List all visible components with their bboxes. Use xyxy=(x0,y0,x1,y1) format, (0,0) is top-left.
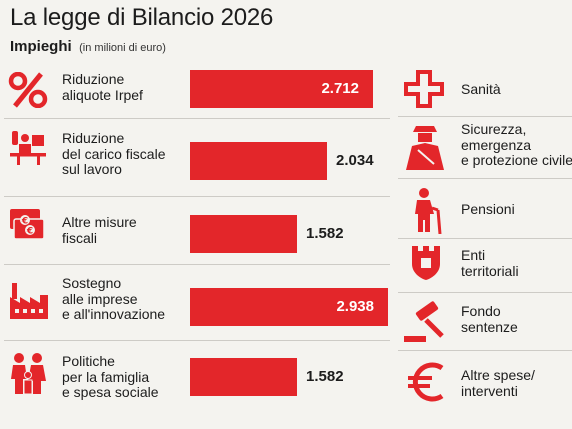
municipal-crest-icon xyxy=(412,246,440,280)
label-line: fiscali xyxy=(62,229,98,246)
office-worker-icon xyxy=(10,131,46,165)
value-label-5: 1.582 xyxy=(306,368,344,385)
row-divider xyxy=(4,196,390,197)
row-divider xyxy=(398,350,572,351)
label-line: Fondo xyxy=(461,303,501,319)
label-line: Enti xyxy=(461,247,486,263)
row-divider xyxy=(4,118,390,119)
bar-4 xyxy=(190,288,388,326)
police-officer-icon xyxy=(406,126,444,170)
bar-1 xyxy=(190,70,373,108)
category-label-2: Riduzione del carico fiscale sul lavoro xyxy=(62,130,166,178)
expense-item-security: Sicurezza, emergenza e protezione civile xyxy=(461,121,572,169)
label-line: per la famiglia xyxy=(62,368,150,385)
svg-text:€: € xyxy=(21,217,28,227)
expense-item-sentences-fund: Fondo sentenze xyxy=(461,303,518,335)
red-cross-icon xyxy=(404,70,444,108)
subtitle-bold: Impieghi xyxy=(10,38,72,55)
bar-3 xyxy=(190,215,297,253)
label-line: Sanità xyxy=(461,81,501,97)
label-line: Riduzione xyxy=(62,71,125,87)
percent-icon xyxy=(8,72,48,108)
category-label-3: Altre misure fiscali xyxy=(62,214,137,246)
family-icon xyxy=(11,353,46,395)
row-divider xyxy=(398,178,572,179)
label-line: Politiche xyxy=(62,353,115,369)
expense-item-health: Sanità xyxy=(461,81,501,98)
label-line: Altre spese/ xyxy=(461,367,535,383)
label-line: alle imprese xyxy=(62,290,138,307)
category-label-1: Riduzione aliquote Irpef xyxy=(62,71,143,103)
value-label-4: 2.938 xyxy=(336,298,374,315)
row-divider xyxy=(4,264,390,265)
label-line: Riduzione xyxy=(62,130,125,146)
value-label-3: 1.582 xyxy=(306,225,344,242)
row-divider xyxy=(398,116,572,117)
label-line: Sicurezza, xyxy=(461,121,527,137)
label-line: Altre misure xyxy=(62,214,137,230)
gavel-icon xyxy=(404,301,444,342)
chart-subtitle: Impieghi (in milioni di euro) xyxy=(10,38,166,56)
label-line: Sostegno xyxy=(62,275,122,291)
svg-text:€: € xyxy=(26,227,33,237)
category-label-5: Politiche per la famiglia e spesa social… xyxy=(62,353,159,401)
row-divider xyxy=(4,340,390,341)
expense-item-local-authorities: Enti territoriali xyxy=(461,247,519,279)
label-line: sul lavoro xyxy=(62,161,122,177)
value-label-1: 2.712 xyxy=(321,80,359,97)
label-line: e all'innovazione xyxy=(62,306,166,322)
row-divider xyxy=(398,292,572,293)
label-line: interventi xyxy=(461,382,518,399)
banknotes-icon: € € xyxy=(10,209,45,240)
expense-item-pensions: Pensioni xyxy=(461,201,515,218)
label-line: aliquote Irpef xyxy=(62,86,143,103)
page-title: La legge di Bilancio 2026 xyxy=(10,4,274,31)
label-line: sentenze xyxy=(461,318,518,335)
bar-5 xyxy=(190,358,297,396)
bar-2 xyxy=(190,142,327,180)
value-label-2: 2.034 xyxy=(336,152,374,169)
label-line: e protezione civile xyxy=(461,152,572,168)
label-line: emergenza xyxy=(461,136,532,153)
elderly-person-icon xyxy=(415,188,442,234)
label-line: del carico fiscale xyxy=(62,145,166,162)
factory-icon xyxy=(10,283,48,319)
euro-sign-icon xyxy=(408,362,444,402)
subtitle-unit-note: (in milioni di euro) xyxy=(79,42,166,54)
label-line: Pensioni xyxy=(461,201,515,217)
row-divider xyxy=(398,238,572,239)
category-label-4: Sostegno alle imprese e all'innovazione xyxy=(62,275,166,323)
label-line: e spesa sociale xyxy=(62,384,159,400)
expense-item-other: Altre spese/ interventi xyxy=(461,367,535,399)
label-line: territoriali xyxy=(461,262,519,279)
